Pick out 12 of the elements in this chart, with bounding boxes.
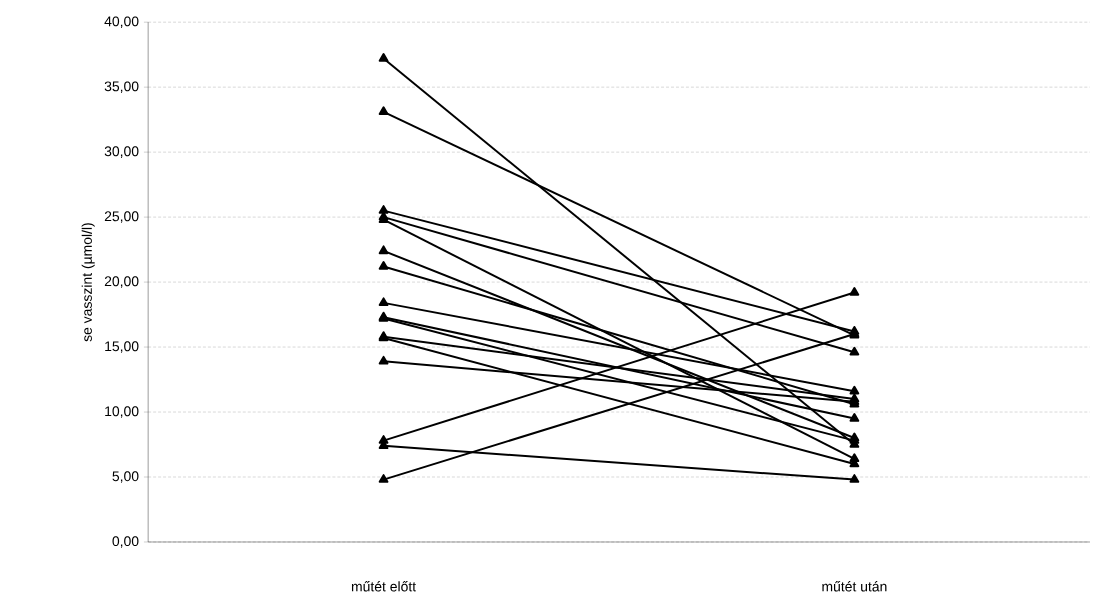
x-tick-label: műtét után [822,580,887,592]
y-tick-label: 5,00 [112,471,139,483]
y-tick-label: 25,00 [104,211,139,223]
y-tick-label: 35,00 [104,81,139,93]
y-tick-label: 30,00 [104,146,139,158]
y-axis-title: se vasszint (µmol/l) [81,223,95,342]
y-tick-label: 40,00 [104,16,139,28]
x-tick-label: műtét előtt [351,580,417,592]
y-tick-label: 10,00 [105,406,139,418]
y-tick-label: 20,00 [104,276,139,288]
y-tick-label: 15,00 [105,341,139,353]
y-tick-label: 0,00 [112,536,139,548]
